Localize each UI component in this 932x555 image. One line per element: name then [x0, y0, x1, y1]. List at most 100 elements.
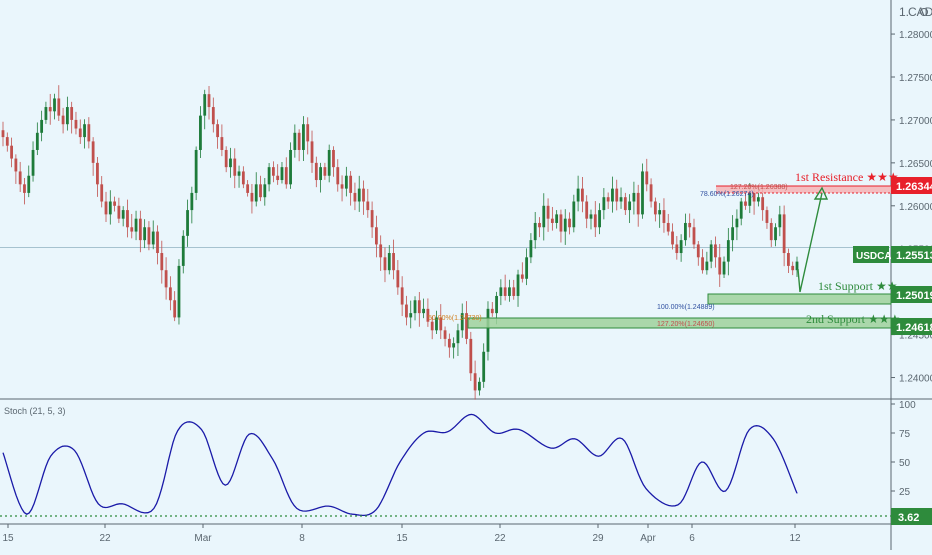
- candle-body: [134, 218, 138, 232]
- stoch-value-text: 3.62: [898, 512, 919, 524]
- candle-body: [791, 265, 795, 271]
- time-tick-label: 22: [494, 533, 506, 544]
- candle-body: [542, 205, 546, 228]
- candle-body: [782, 214, 786, 254]
- candle-body: [417, 300, 421, 314]
- candle-body: [555, 214, 559, 223]
- resistance-price-text: 1.26344: [896, 181, 932, 193]
- price-tick-label: 1.28000: [899, 30, 932, 41]
- candle-body: [74, 119, 78, 129]
- candle-body: [254, 184, 258, 202]
- resistance-price-tag[interactable]: 1.26344: [891, 177, 932, 194]
- candle-body: [593, 214, 597, 228]
- candle-body: [705, 261, 709, 271]
- time-tick-label: Apr: [640, 533, 656, 544]
- candle-body: [688, 222, 692, 228]
- support1-zone: [707, 293, 892, 305]
- candle-body: [623, 197, 627, 211]
- candle-body: [314, 162, 318, 181]
- time-tick-label: 6: [689, 533, 695, 544]
- stoch-tick-label: 50: [899, 458, 911, 469]
- support1-label: 1st Support ★★: [818, 279, 898, 293]
- price-tick-label: 1.24000: [899, 374, 932, 385]
- candle-body: [538, 222, 541, 228]
- time-tick-label: Mar: [194, 533, 212, 544]
- candle-body: [714, 244, 717, 258]
- candle-body: [14, 158, 18, 172]
- candle-body: [310, 141, 314, 163]
- candle-body: [96, 162, 99, 185]
- candle-body: [250, 192, 254, 202]
- candle-body: [508, 287, 511, 296]
- price-tick-label: 1.27500: [899, 73, 932, 84]
- candle-body: [739, 201, 743, 219]
- stoch-tick-label: 75: [899, 429, 911, 440]
- candle-body: [486, 308, 490, 352]
- candle-body: [91, 141, 95, 163]
- candle-body: [53, 98, 56, 112]
- candle-body: [1, 130, 5, 138]
- candle-body: [525, 257, 529, 279]
- candle-body: [447, 338, 451, 348]
- candle-body: [117, 205, 121, 219]
- time-tick-label: 15: [396, 533, 408, 544]
- stoch-axis[interactable]: 100 75 50 25: [891, 400, 916, 498]
- settings-icon[interactable]: [920, 8, 928, 16]
- candle-body: [181, 235, 185, 266]
- candle-body: [435, 317, 438, 331]
- candle-body: [289, 149, 292, 185]
- time-axis[interactable]: 15 22 Mar 8 15 22 29 Apr 6 12: [2, 524, 801, 544]
- candle-body: [241, 171, 245, 185]
- candle-body: [611, 188, 614, 202]
- candle-body: [216, 124, 219, 138]
- candle-body: [65, 107, 69, 125]
- support1-price-tag[interactable]: 1.25019: [891, 286, 932, 303]
- candle-body: [512, 287, 516, 296]
- candle-body: [280, 167, 284, 181]
- candle-body: [271, 167, 275, 176]
- header-pair[interactable]: 1. CAD: [899, 5, 932, 19]
- current-symbol-text: USDCAD: [856, 251, 899, 262]
- candle-body: [675, 244, 679, 254]
- candle-body: [752, 192, 756, 202]
- candle-body: [10, 145, 13, 159]
- candle-body: [5, 137, 9, 146]
- candle-body: [422, 308, 426, 314]
- candle-body: [284, 167, 288, 185]
- candle-body: [722, 261, 726, 275]
- candle-body: [632, 192, 636, 202]
- candle-body: [143, 227, 147, 241]
- candle-body: [645, 171, 649, 185]
- candle-body: [649, 184, 653, 202]
- candle-body: [297, 132, 301, 150]
- candle-body: [795, 261, 799, 271]
- candle-body: [344, 175, 348, 189]
- candle-body: [327, 149, 331, 176]
- candle-body: [658, 210, 662, 215]
- current-price-tag[interactable]: USDCAD 1.25513: [853, 246, 932, 263]
- candle-body: [237, 171, 241, 176]
- candle-body: [203, 94, 207, 116]
- candles: [1, 85, 799, 400]
- candle-body: [426, 308, 430, 322]
- candle-body: [460, 313, 464, 331]
- stoch-tick-label: 25: [899, 487, 911, 498]
- fib-127-bottom-label: 127.20%(1.24650): [657, 321, 715, 328]
- stoch-value-tag[interactable]: 3.62: [891, 508, 932, 525]
- candle-body: [199, 115, 202, 150]
- candle-body: [392, 253, 395, 271]
- stoch-title: Stoch (21, 5, 3): [4, 406, 66, 416]
- candle-body: [598, 210, 601, 228]
- candle-body: [44, 107, 48, 120]
- candle-body: [340, 184, 344, 189]
- support2-price-tag[interactable]: 1.24618: [891, 318, 932, 335]
- candle-body: [302, 124, 305, 150]
- candle-body: [126, 210, 129, 228]
- candle-body: [177, 265, 181, 318]
- candle-body: [478, 381, 481, 391]
- candle-body: [366, 201, 370, 211]
- candle-body: [469, 338, 473, 374]
- candle-body: [619, 197, 623, 202]
- candle-body: [709, 244, 713, 262]
